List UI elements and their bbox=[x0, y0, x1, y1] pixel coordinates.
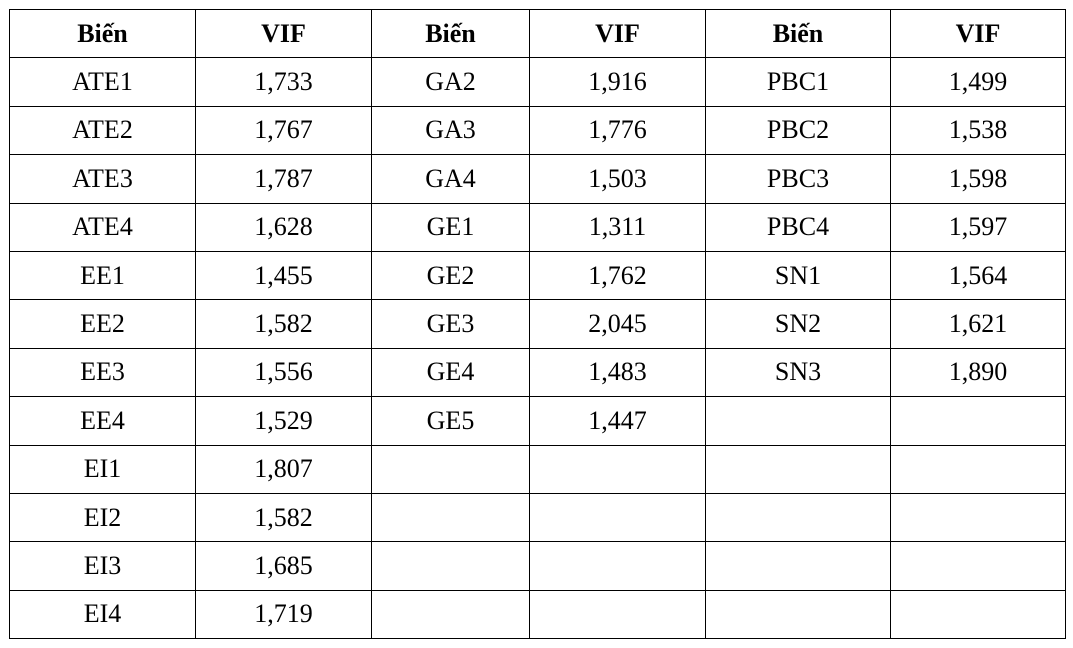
table-cell bbox=[705, 444, 891, 494]
table-cell: GA2 bbox=[371, 57, 530, 107]
header-cell: VIF bbox=[529, 8, 706, 59]
table-cell bbox=[371, 541, 530, 591]
table-cell: 1,503 bbox=[529, 154, 706, 204]
table-row: EE1 1,455 GE2 1,762 SN1 1,564 bbox=[9, 250, 1066, 301]
table-cell: ATE2 bbox=[9, 105, 196, 156]
table-cell: 1,890 bbox=[890, 347, 1066, 398]
table-cell: PBC3 bbox=[705, 154, 891, 204]
table-cell: 1,455 bbox=[195, 250, 372, 301]
table-cell: GE2 bbox=[371, 250, 530, 301]
table-cell: 1,597 bbox=[890, 202, 1066, 252]
table-cell: 1,582 bbox=[195, 299, 372, 349]
table-cell: EI1 bbox=[9, 444, 196, 494]
table-cell: 1,719 bbox=[195, 589, 372, 640]
table-cell: PBC1 bbox=[705, 57, 891, 107]
table-cell: EE3 bbox=[9, 347, 196, 398]
table-cell: 2,045 bbox=[529, 299, 706, 349]
header-cell: VIF bbox=[890, 8, 1066, 59]
table-cell: 1,529 bbox=[195, 396, 372, 446]
header-cell: VIF bbox=[195, 8, 372, 59]
table-cell bbox=[890, 444, 1066, 494]
table-cell bbox=[890, 396, 1066, 446]
vif-table: Biến VIF Biến VIF Biến VIF ATE1 1,733 GA2 1,916 P… bbox=[9, 8, 1066, 640]
table-cell: 1,499 bbox=[890, 57, 1066, 107]
table-cell: ATE1 bbox=[9, 57, 196, 107]
table-cell bbox=[529, 444, 706, 494]
header-row: Biến VIF Biến VIF Biến VIF bbox=[9, 8, 1066, 59]
table-cell bbox=[705, 396, 891, 446]
table-row: EI4 1,719 bbox=[9, 589, 1066, 640]
table-cell: GE4 bbox=[371, 347, 530, 398]
table-cell: 1,311 bbox=[529, 202, 706, 252]
table-cell: 1,685 bbox=[195, 541, 372, 591]
table-cell: GA4 bbox=[371, 154, 530, 204]
table-cell bbox=[529, 541, 706, 591]
table-cell bbox=[529, 492, 706, 543]
table-cell: EE2 bbox=[9, 299, 196, 349]
table-cell: GA3 bbox=[371, 105, 530, 156]
table-cell: 1,807 bbox=[195, 444, 372, 494]
table-row: ATE4 1,628 GE1 1,311 PBC4 1,597 bbox=[9, 202, 1066, 252]
header-cell: Biến bbox=[371, 8, 530, 59]
table-cell: 1,767 bbox=[195, 105, 372, 156]
table-cell: PBC4 bbox=[705, 202, 891, 252]
table-cell: 1,628 bbox=[195, 202, 372, 252]
table-row: EE3 1,556 GE4 1,483 SN3 1,890 bbox=[9, 347, 1066, 398]
table-cell: 1,447 bbox=[529, 396, 706, 446]
table-cell: GE5 bbox=[371, 396, 530, 446]
table-cell: GE1 bbox=[371, 202, 530, 252]
table-cell: PBC2 bbox=[705, 105, 891, 156]
table-body: ATE1 1,733 GA2 1,916 PBC1 1,499 ATE2 1,767 GA3 1,… bbox=[9, 57, 1066, 640]
table-cell: 1,483 bbox=[529, 347, 706, 398]
table-cell: 1,564 bbox=[890, 250, 1066, 301]
table-cell bbox=[371, 444, 530, 494]
table-cell: 1,582 bbox=[195, 492, 372, 543]
table-cell: 1,916 bbox=[529, 57, 706, 107]
table-cell: 1,733 bbox=[195, 57, 372, 107]
table-cell: EE4 bbox=[9, 396, 196, 446]
table-cell: EI4 bbox=[9, 589, 196, 640]
table-cell bbox=[705, 492, 891, 543]
table-row: EI1 1,807 bbox=[9, 444, 1066, 494]
table-cell: ATE4 bbox=[9, 202, 196, 252]
table-row: EI3 1,685 bbox=[9, 541, 1066, 591]
table-cell: 1,556 bbox=[195, 347, 372, 398]
table-cell: GE3 bbox=[371, 299, 530, 349]
table-row: EI2 1,582 bbox=[9, 492, 1066, 543]
table-cell: 1,762 bbox=[529, 250, 706, 301]
table-cell: EI3 bbox=[9, 541, 196, 591]
table-cell: 1,621 bbox=[890, 299, 1066, 349]
table-cell: ATE3 bbox=[9, 154, 196, 204]
table-cell: SN3 bbox=[705, 347, 891, 398]
table-cell bbox=[890, 492, 1066, 543]
table-row: ATE1 1,733 GA2 1,916 PBC1 1,499 bbox=[9, 57, 1066, 107]
table-cell bbox=[371, 589, 530, 640]
table-cell bbox=[705, 541, 891, 591]
table-cell bbox=[529, 589, 706, 640]
table-row: EE2 1,582 GE3 2,045 SN2 1,621 bbox=[9, 299, 1066, 349]
table-cell: 1,776 bbox=[529, 105, 706, 156]
table-cell: 1,598 bbox=[890, 154, 1066, 204]
table-row: ATE3 1,787 GA4 1,503 PBC3 1,598 bbox=[9, 154, 1066, 204]
table-cell: 1,538 bbox=[890, 105, 1066, 156]
table-cell bbox=[890, 589, 1066, 640]
table-cell: EI2 bbox=[9, 492, 196, 543]
table-cell bbox=[705, 589, 891, 640]
table-cell: EE1 bbox=[9, 250, 196, 301]
table-row: EE4 1,529 GE5 1,447 bbox=[9, 396, 1066, 446]
header-cell: Biến bbox=[705, 8, 891, 59]
table-row: ATE2 1,767 GA3 1,776 PBC2 1,538 bbox=[9, 105, 1066, 156]
header-cell: Biến bbox=[9, 8, 196, 59]
table-cell: 1,787 bbox=[195, 154, 372, 204]
table-cell: SN1 bbox=[705, 250, 891, 301]
table-cell bbox=[890, 541, 1066, 591]
table-cell bbox=[371, 492, 530, 543]
table-cell: SN2 bbox=[705, 299, 891, 349]
